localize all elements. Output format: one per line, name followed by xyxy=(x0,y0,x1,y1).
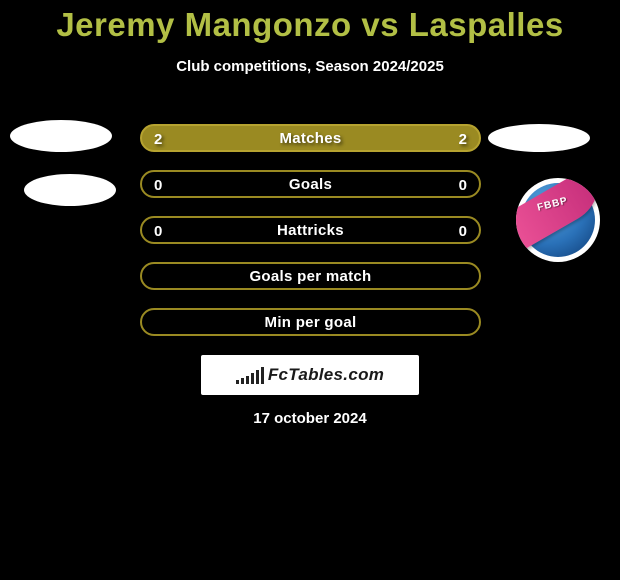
stat-value-left: 0 xyxy=(154,218,162,246)
brand-bar xyxy=(261,367,264,384)
stat-row: Goals 0 0 xyxy=(140,170,481,198)
player1-avatar-placeholder-2 xyxy=(24,174,116,206)
stat-row: Matches 2 2 xyxy=(140,124,481,152)
date-label: 17 october 2024 xyxy=(0,410,620,427)
club-logo-swoosh xyxy=(516,178,600,258)
brand-bar xyxy=(246,376,249,384)
title-player2: Laspalles xyxy=(409,6,564,43)
subtitle: Club competitions, Season 2024/2025 xyxy=(0,58,620,75)
stat-label: Goals xyxy=(289,176,332,193)
brand-bar xyxy=(236,380,239,384)
stat-value-right: 2 xyxy=(459,126,467,154)
stat-label: Matches xyxy=(279,130,341,147)
stat-label: Goals per match xyxy=(249,268,371,285)
stat-row: Hattricks 0 0 xyxy=(140,216,481,244)
stat-value-right: 0 xyxy=(459,218,467,246)
brand-box: FcTables.com xyxy=(201,355,419,395)
brand-bars-icon xyxy=(236,366,264,384)
brand-bar xyxy=(256,370,259,384)
brand-bar xyxy=(241,378,244,384)
comparison-title: Jeremy Mangonzo vs Laspalles xyxy=(0,0,620,44)
brand-text: FcTables.com xyxy=(268,365,384,385)
stat-row: Min per goal xyxy=(140,308,481,336)
stats-rows: Matches 2 2 Goals 0 0 Hattricks 0 0 Goals per mat… xyxy=(140,124,481,354)
stat-value-right: 0 xyxy=(459,172,467,200)
stat-label: Min per goal xyxy=(265,314,357,331)
stat-row: Goals per match xyxy=(140,262,481,290)
club-logo-inner: FBBP xyxy=(521,183,595,257)
brand-bar xyxy=(251,373,254,384)
player1-avatar-placeholder-1 xyxy=(10,120,112,152)
stat-value-left: 0 xyxy=(154,172,162,200)
stat-label: Hattricks xyxy=(277,222,344,239)
stat-value-left: 2 xyxy=(154,126,162,154)
player2-avatar-placeholder xyxy=(488,124,590,152)
title-vs: vs xyxy=(352,6,409,43)
title-player1: Jeremy Mangonzo xyxy=(56,6,351,43)
player2-club-logo: FBBP xyxy=(516,178,600,262)
